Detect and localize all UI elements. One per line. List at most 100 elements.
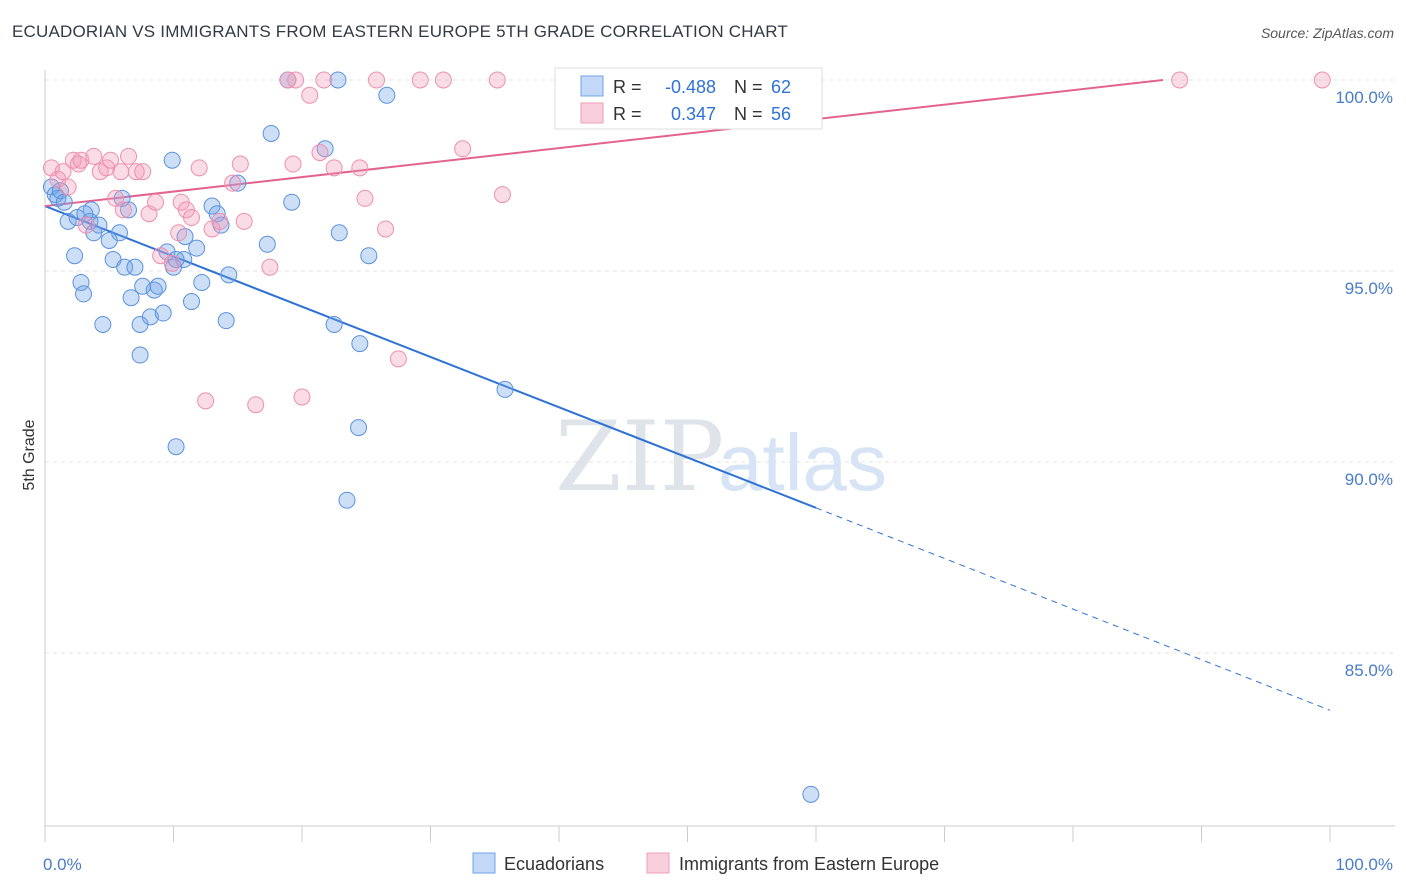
ecuadorians-point-42 (220, 266, 238, 284)
eastern-europe-point-34 (261, 258, 279, 276)
eastern-europe-point-3 (59, 178, 77, 196)
legend-r-value-2: 0.347 (671, 104, 716, 124)
axes (44, 70, 1395, 842)
bottom-legend-label-ecuadorians: Ecuadorians (504, 854, 604, 874)
eastern-europe-point-51 (488, 71, 506, 89)
ecuadorians-point-45 (262, 124, 280, 142)
eastern-europe-point-46 (377, 220, 395, 238)
source-label: Source: ZipAtlas.com (1260, 25, 1394, 41)
ecuadorians-point-20 (122, 289, 140, 307)
data-points (42, 71, 1331, 803)
bottom-legend-label-eastern-europe: Immigrants from Eastern Europe (679, 854, 939, 874)
ecuadorians-point-43 (229, 174, 247, 192)
ecuadorians-point-17 (111, 224, 129, 242)
legend-n-label-1: N = (734, 77, 763, 97)
legend-n-value-2: 56 (771, 104, 791, 124)
ecuadorians-point-53 (350, 419, 368, 437)
legend-r-label-2: R = (613, 104, 642, 124)
eastern-europe-point-30 (224, 174, 242, 192)
eastern-europe-point-41 (315, 71, 333, 89)
ecuadorians-point-24 (131, 346, 149, 364)
legend-box: R = -0.488 N = 62 R = 0.347 N = 56 (554, 67, 823, 130)
eastern-europe-point-38 (293, 388, 311, 406)
ecuadorians-point-18 (116, 258, 134, 276)
eastern-europe-point-43 (351, 159, 369, 177)
eastern-europe-point-21 (163, 254, 181, 272)
ecuadorians-point-50 (329, 71, 347, 89)
eastern-europe-point-36 (284, 155, 302, 173)
y-tick-label-0: 85.0% (1345, 661, 1393, 680)
eastern-europe-point-22 (170, 224, 188, 242)
eastern-europe-point-52 (493, 186, 511, 204)
eastern-europe-point-33 (247, 396, 265, 414)
watermark-zip: ZIP (555, 401, 724, 513)
ecuadorians-point-9 (75, 285, 93, 303)
eastern-europe-point-32 (235, 212, 253, 230)
eastern-europe-point-25 (182, 209, 200, 227)
legend-n-label-2: N = (734, 104, 763, 124)
legend-swatch-blue (580, 75, 604, 97)
eastern-europe-point-54 (1171, 71, 1189, 89)
ecuadorians-point-4 (55, 193, 73, 211)
bottom-legend-swatch-blue (472, 852, 496, 874)
ecuadorians-point-57 (496, 380, 514, 398)
eastern-europe-point-31 (231, 155, 249, 173)
eastern-europe-point-14 (114, 201, 132, 219)
ecuadorians-point-30 (163, 151, 181, 169)
chart-title: ECUADORIAN VS IMMIGRANTS FROM EASTERN EU… (12, 22, 789, 41)
ecuadorians-point-55 (360, 247, 378, 265)
eastern-europe-point-29 (211, 212, 229, 230)
y-tick-label-2: 95.0% (1345, 279, 1393, 298)
ecuadorians-point-28 (154, 304, 172, 322)
ecuadorians-point-14 (94, 315, 112, 333)
ecuadorians-point-25 (141, 308, 159, 326)
ecuadorians-point-49 (325, 315, 343, 333)
eastern-europe-point-50 (454, 140, 472, 158)
ecuadorians-point-47 (283, 193, 301, 211)
eastern-europe-trend-line (44, 79, 1164, 208)
eastern-europe-point-19 (147, 193, 165, 211)
watermark-atlas: atlas (718, 418, 887, 507)
eastern-europe-point-40 (311, 144, 329, 162)
eastern-europe-point-55 (1313, 71, 1331, 89)
eastern-europe-point-39 (301, 86, 319, 104)
eastern-europe-point-16 (127, 163, 145, 181)
x-tick-label-1: 100.0% (1335, 855, 1393, 874)
eastern-europe-point-15 (120, 147, 138, 165)
ecuadorians-point-35 (182, 293, 200, 311)
x-tick-label-0: 0.0% (43, 855, 82, 874)
ecuadorians-point-37 (193, 273, 211, 291)
eastern-europe-point-45 (368, 71, 386, 89)
ecuadorians-point-6 (66, 247, 84, 265)
ecuadorians-point-5 (59, 212, 77, 230)
bottom-legend-swatch-pink (646, 852, 670, 874)
eastern-europe-point-8 (85, 147, 103, 165)
y-tick-labels: 85.0% 90.0% 95.0% 100.0% (1335, 88, 1393, 680)
eastern-europe-point-44 (356, 189, 374, 207)
eastern-europe-point-49 (434, 71, 452, 89)
ecuadorians-point-27 (149, 277, 167, 295)
eastern-europe-point-42 (325, 159, 343, 177)
x-tick-labels: 0.0% 100.0% (43, 855, 1393, 874)
legend-swatch-pink (580, 102, 604, 124)
ecuadorians-point-41 (217, 312, 235, 330)
eastern-europe-point-26 (190, 159, 208, 177)
ecuadorians-point-13 (90, 216, 108, 234)
eastern-europe-point-2 (54, 163, 72, 181)
ecuadorians-trend-extension (815, 507, 1331, 711)
eastern-europe-point-47 (389, 350, 407, 368)
ecuadorians-point-32 (167, 438, 185, 456)
eastern-europe-point-48 (411, 71, 429, 89)
trend-lines (44, 79, 1331, 711)
ecuadorians-point-58 (802, 785, 820, 803)
y-tick-label-3: 100.0% (1335, 88, 1393, 107)
ecuadorians-point-51 (330, 224, 348, 242)
eastern-europe-point-11 (102, 151, 120, 169)
ecuadorians-point-36 (188, 239, 206, 257)
ecuadorians-point-54 (351, 335, 369, 353)
legend-n-value-1: 62 (771, 77, 791, 97)
eastern-europe-point-6 (72, 151, 90, 169)
ecuadorians-point-44 (258, 235, 276, 253)
ecuadorians-point-52 (338, 491, 356, 509)
